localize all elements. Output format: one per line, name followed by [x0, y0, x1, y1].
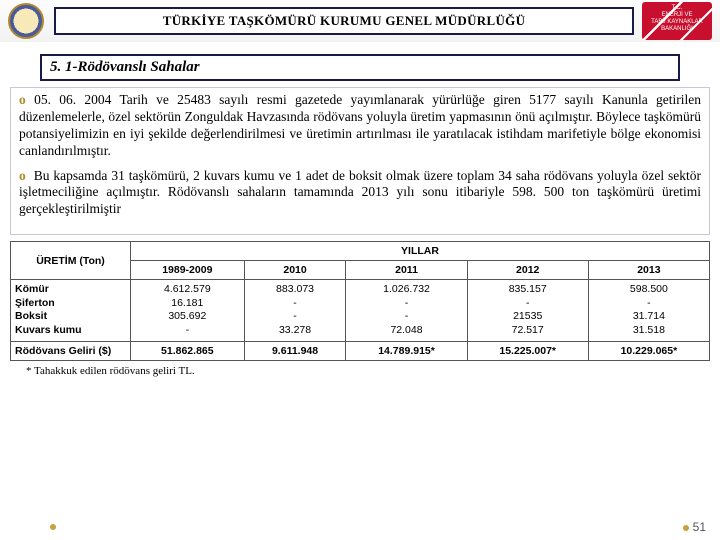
cell-value: 31.518	[593, 324, 705, 338]
page-number: 51	[683, 520, 706, 534]
section-title: 5. 1-Rödövanslı Sahalar	[40, 54, 680, 81]
cell-value: 1.026.732	[350, 283, 462, 297]
year-1: 2010	[244, 261, 346, 280]
decor-dot	[50, 524, 56, 530]
cell-value: -	[249, 310, 342, 324]
cell-value: 33.278	[249, 324, 342, 338]
table-row-revenue: Rödövans Geliri ($) 51.862.865 9.611.948…	[11, 341, 710, 360]
ministry-line: ENERJİ VE	[642, 12, 712, 19]
cell-value: 21535	[472, 310, 584, 324]
ministry-logo: T.C. ENERJİ VE TABİİ KAYNAKLAR BAKANLIĞI	[642, 2, 712, 40]
org-logo	[8, 3, 44, 39]
row-label: Kuvars kumu	[15, 324, 126, 338]
cell-value: -	[472, 297, 584, 311]
paragraph-2: o Bu kapsamda 31 taşkömürü, 2 kuvars kum…	[19, 168, 701, 219]
cell-value: 305.692	[135, 310, 240, 324]
cell-2011: 1.026.732 - - 72.048	[346, 280, 467, 342]
revenue-4: 10.229.065*	[588, 341, 709, 360]
paragraph-1: o 05. 06. 2004 Tarih ve 25483 sayılı res…	[19, 92, 701, 160]
cell-value: 598.500	[593, 283, 705, 297]
row-label: Kömür	[15, 283, 126, 297]
paragraph-2-text: Bu kapsamda 31 taşkömürü, 2 kuvars kumu …	[19, 168, 701, 217]
year-3: 2012	[467, 261, 588, 280]
revenue-label: Rödövans Geliri ($)	[11, 341, 131, 360]
cell-value: -	[135, 324, 240, 338]
col-header-production: ÜRETİM (Ton)	[11, 242, 131, 280]
cell-1989-2009: 4.612.579 16.181 305.692 -	[131, 280, 245, 342]
cell-value: 4.612.579	[135, 283, 240, 297]
year-0: 1989-2009	[131, 261, 245, 280]
row-label: Şiferton	[15, 297, 126, 311]
year-2: 2011	[346, 261, 467, 280]
header-bar: TÜRKİYE TAŞKÖMÜRÜ KURUMU GENEL MÜDÜRLÜĞÜ…	[0, 0, 720, 42]
cell-value: 835.157	[472, 283, 584, 297]
ministry-line: T.C.	[642, 5, 712, 12]
ministry-line: TABİİ KAYNAKLAR	[642, 19, 712, 26]
cell-value: -	[593, 297, 705, 311]
paragraph-1-text: 05. 06. 2004 Tarih ve 25483 sayılı resmi…	[19, 92, 701, 158]
row-label: Boksit	[15, 310, 126, 324]
revenue-1: 9.611.948	[244, 341, 346, 360]
revenue-0: 51.862.865	[131, 341, 245, 360]
production-table: ÜRETİM (Ton) YILLAR 1989-2009 2010 2011 …	[10, 241, 710, 361]
cell-value: -	[350, 310, 462, 324]
content-box: o 05. 06. 2004 Tarih ve 25483 sayılı res…	[10, 87, 710, 235]
table-row-products: Kömür Şiferton Boksit Kuvars kumu 4.612.…	[11, 280, 710, 342]
revenue-3: 15.225.007*	[467, 341, 588, 360]
cell-value: 72.517	[472, 324, 584, 338]
ministry-line: BAKANLIĞI	[642, 26, 712, 33]
cell-2013: 598.500 - 31.714 31.518	[588, 280, 709, 342]
row-labels: Kömür Şiferton Boksit Kuvars kumu	[11, 280, 131, 342]
cell-value: 31.714	[593, 310, 705, 324]
cell-value: 72.048	[350, 324, 462, 338]
cell-2012: 835.157 - 21535 72.517	[467, 280, 588, 342]
cell-value: -	[249, 297, 342, 311]
page-title: TÜRKİYE TAŞKÖMÜRÜ KURUMU GENEL MÜDÜRLÜĞÜ	[54, 7, 634, 35]
cell-value: -	[350, 297, 462, 311]
cell-value: 16.181	[135, 297, 240, 311]
bullet-icon: o	[19, 92, 34, 107]
footnote: * Tahakkuk edilen rödövans geliri TL.	[26, 365, 720, 377]
revenue-2: 14.789.915*	[346, 341, 467, 360]
bullet-icon: o	[19, 168, 30, 183]
cell-value: 883.073	[249, 283, 342, 297]
cell-2010: 883.073 - - 33.278	[244, 280, 346, 342]
year-4: 2013	[588, 261, 709, 280]
table-header-row: ÜRETİM (Ton) YILLAR	[11, 242, 710, 261]
col-header-years: YILLAR	[131, 242, 710, 261]
